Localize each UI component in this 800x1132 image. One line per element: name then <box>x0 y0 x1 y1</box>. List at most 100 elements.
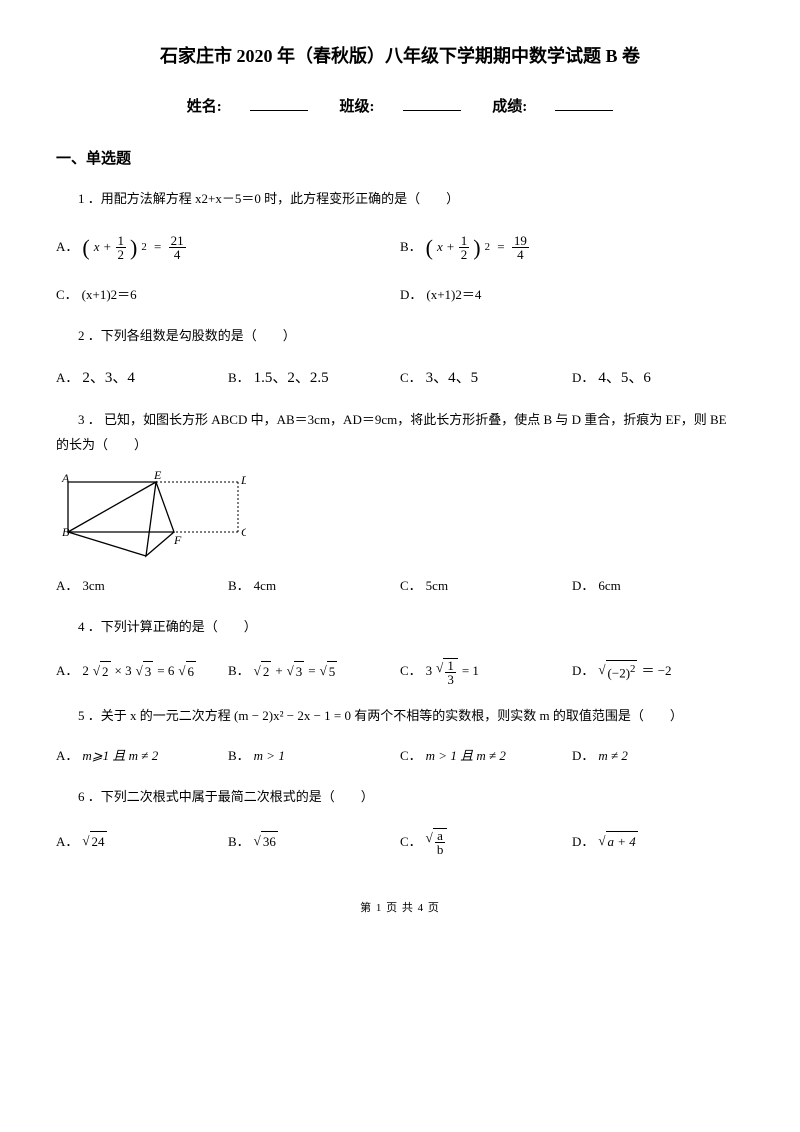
score-label: 成绩: <box>492 99 527 115</box>
q1-option-a: A． ( x + 12 )2 = 214 <box>56 230 400 265</box>
q3b-text: 4cm <box>254 576 276 597</box>
q4-option-d: D． (−2)2 ＝ −2 <box>572 660 744 684</box>
t: + <box>275 661 282 682</box>
score-blank <box>555 96 613 111</box>
r: 3 <box>287 661 305 683</box>
q5d-text: m ≠ 2 <box>598 746 628 767</box>
q6-options: A． 24 B．36 C． ab D． a + 4 <box>56 828 744 856</box>
r: 6 <box>178 661 196 683</box>
rad: 13 <box>443 658 458 686</box>
opt-label: B． <box>228 832 250 853</box>
q4-option-b: B． 2 + 3 = 5 <box>228 661 400 683</box>
q1-stem: 1 ．用配方法解方程 x2+x－5＝0 时，此方程变形正确的是（ ） <box>78 189 744 210</box>
opt-label: A． <box>56 832 78 853</box>
meta-row: 姓名: 班级: 成绩: <box>56 95 744 119</box>
q3-stem: 3 ． 已知，如图长方形 ABCD 中，AB＝3cm，AD＝9cm，将此长方形折… <box>78 410 744 431</box>
r: 36 <box>254 831 278 853</box>
q2-stem: 2 ．下列各组数是勾股数的是（ ） <box>78 326 744 347</box>
label-f: F <box>173 533 182 547</box>
frac: 13 <box>445 659 456 686</box>
q3-option-b: B．4cm <box>228 576 400 597</box>
lparen: ( <box>82 230 89 265</box>
q5-option-c: C．m > 1 且 m ≠ 2 <box>400 746 572 767</box>
q1c-text: (x+1)2＝6 <box>82 285 137 306</box>
q3-diagram: A B C D E F <box>56 470 246 562</box>
opt-label: A． <box>56 237 78 258</box>
rad: 24 <box>90 831 107 853</box>
r: ab <box>426 828 448 856</box>
label-b: B <box>62 525 70 539</box>
q2-options: A．2、3、4 B．1.5、2、2.5 C．3、4、5 D．4、5、6 <box>56 366 744 390</box>
txt: x + <box>437 239 455 254</box>
r: 13 <box>436 658 458 686</box>
q1-option-c: C．(x+1)2＝6 <box>56 285 400 306</box>
num: 21 <box>169 234 186 248</box>
q6-option-b: B．36 <box>228 831 400 853</box>
opt-label: D． <box>572 832 594 853</box>
t: = <box>308 661 315 682</box>
rad: a + 4 <box>606 831 638 853</box>
r: 3 <box>136 661 154 683</box>
q6-stem: 6 ．下列二次根式中属于最简二次根式的是（ ） <box>78 787 744 808</box>
den: 4 <box>169 248 186 261</box>
t: 3 <box>426 661 433 682</box>
txt: x + <box>94 239 112 254</box>
q1-option-d: D．(x+1)2＝4 <box>400 285 744 306</box>
q1a-expr: x + <box>94 237 112 258</box>
q4-stem: 4 ．下列计算正确的是（ ） <box>78 617 744 638</box>
q3-option-d: D．6cm <box>572 576 744 597</box>
opt-label: C． <box>400 576 422 597</box>
opt-label: D． <box>572 661 594 682</box>
q2a-text: 2、3、4 <box>82 366 135 390</box>
q3d-text: 6cm <box>598 576 620 597</box>
r: (−2)2 <box>598 660 637 684</box>
q5-post: 有两个不相等的实数根，则实数 m 的取值范围是（ ） <box>354 708 683 723</box>
opt-label: C． <box>400 661 422 682</box>
q1d-text: (x+1)2＝4 <box>426 285 481 306</box>
opt-label: D． <box>572 368 594 389</box>
opt-label: B． <box>400 237 422 258</box>
page-title: 石家庄市 2020 年（春秋版）八年级下学期期中数学试题 B 卷 <box>56 42 744 71</box>
q6-option-c: C． ab <box>400 828 572 856</box>
rparen: ) <box>473 230 480 265</box>
opt-label: D． <box>400 285 422 306</box>
rad: 5 <box>327 661 338 683</box>
class-label: 班级: <box>340 99 375 115</box>
opt-label: D． <box>572 746 594 767</box>
rad: ab <box>433 828 448 856</box>
label-c: C <box>241 525 246 539</box>
section-head: 一、单选题 <box>56 147 744 171</box>
sup: 2 <box>630 663 635 675</box>
q1-options-row1: A． ( x + 12 )2 = 214 B． ( x + 12 )2 = 19… <box>56 230 744 265</box>
q2-option-b: B．1.5、2、2.5 <box>228 366 400 390</box>
q4-option-a: A． 22 × 33 = 66 <box>56 661 228 683</box>
opt-label: C． <box>400 832 422 853</box>
opt-label: B． <box>228 661 250 682</box>
rad: 2 <box>261 661 272 683</box>
q1b-frac1: 12 <box>459 234 470 261</box>
q6-option-a: A． 24 <box>56 831 228 853</box>
q3-option-a: A．3cm <box>56 576 228 597</box>
den: 3 <box>445 673 456 686</box>
r: 5 <box>320 661 338 683</box>
name-label: 姓名: <box>187 99 222 115</box>
q2-option-d: D．4、5、6 <box>572 366 744 390</box>
label-d: D <box>240 473 246 487</box>
q2c-text: 3、4、5 <box>426 366 479 390</box>
q5a-text: m⩾1 且 m ≠ 2 <box>82 746 158 767</box>
rparen: ) <box>130 230 137 265</box>
q5-option-d: D．m ≠ 2 <box>572 746 744 767</box>
den: 2 <box>116 248 127 261</box>
sq: 2 <box>141 239 146 256</box>
label-a: A <box>61 471 70 485</box>
q1-options-row2: C．(x+1)2＝6 D．(x+1)2＝4 <box>56 285 744 306</box>
q2-option-a: A．2、3、4 <box>56 366 228 390</box>
t: = 1 <box>462 661 479 682</box>
q1-option-b: B． ( x + 12 )2 = 194 <box>400 230 744 265</box>
q6-option-d: D． a + 4 <box>572 831 744 853</box>
num: 1 <box>445 659 456 673</box>
t: ＝ −2 <box>641 661 671 682</box>
q3-options: A．3cm B．4cm C．5cm D．6cm <box>56 576 744 597</box>
opt-label: A． <box>56 661 78 682</box>
r: 2 <box>93 661 111 683</box>
